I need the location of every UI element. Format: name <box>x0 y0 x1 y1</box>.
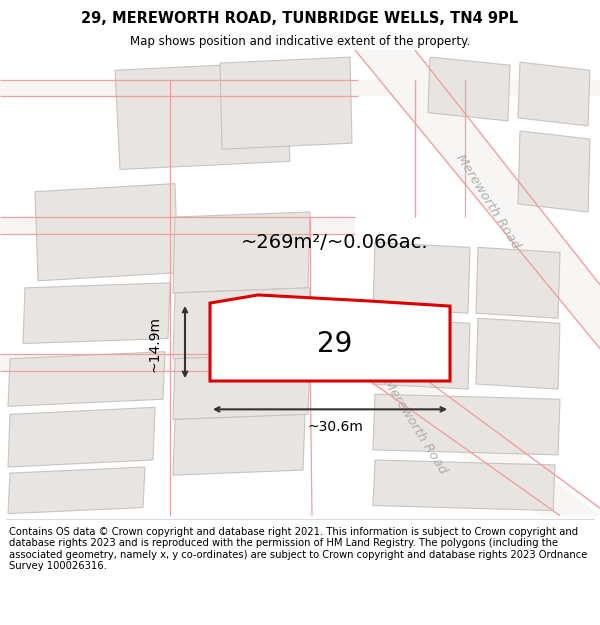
Polygon shape <box>35 184 178 281</box>
Text: ~30.6m: ~30.6m <box>307 419 363 434</box>
Polygon shape <box>0 217 355 234</box>
Polygon shape <box>115 62 290 169</box>
Polygon shape <box>373 460 555 511</box>
Polygon shape <box>173 354 310 419</box>
Polygon shape <box>173 212 310 293</box>
Polygon shape <box>428 57 510 121</box>
Text: 29: 29 <box>317 329 353 357</box>
Polygon shape <box>23 282 170 344</box>
Text: ~269m²/~0.066ac.: ~269m²/~0.066ac. <box>241 233 429 252</box>
Polygon shape <box>373 394 560 455</box>
Polygon shape <box>373 318 470 389</box>
Text: Contains OS data © Crown copyright and database right 2021. This information is : Contains OS data © Crown copyright and d… <box>9 526 587 571</box>
Text: Map shows position and indicative extent of the property.: Map shows position and indicative extent… <box>130 35 470 48</box>
Polygon shape <box>476 318 560 389</box>
Text: ~14.9m: ~14.9m <box>148 316 162 371</box>
Text: Mereworth Road: Mereworth Road <box>454 152 523 252</box>
Polygon shape <box>8 467 145 514</box>
Polygon shape <box>8 408 155 467</box>
Polygon shape <box>173 414 305 475</box>
Polygon shape <box>476 248 560 318</box>
Polygon shape <box>210 295 450 381</box>
Polygon shape <box>173 288 310 359</box>
Polygon shape <box>220 57 352 149</box>
Text: 29, MEREWORTH ROAD, TUNBRIDGE WELLS, TN4 9PL: 29, MEREWORTH ROAD, TUNBRIDGE WELLS, TN4… <box>82 11 518 26</box>
Polygon shape <box>373 242 470 313</box>
Polygon shape <box>310 339 600 516</box>
Polygon shape <box>355 50 600 349</box>
Text: Mereworth Road: Mereworth Road <box>380 377 449 476</box>
Polygon shape <box>518 131 590 212</box>
Polygon shape <box>0 354 315 371</box>
Polygon shape <box>8 352 165 406</box>
Polygon shape <box>518 62 590 126</box>
Polygon shape <box>0 81 600 96</box>
